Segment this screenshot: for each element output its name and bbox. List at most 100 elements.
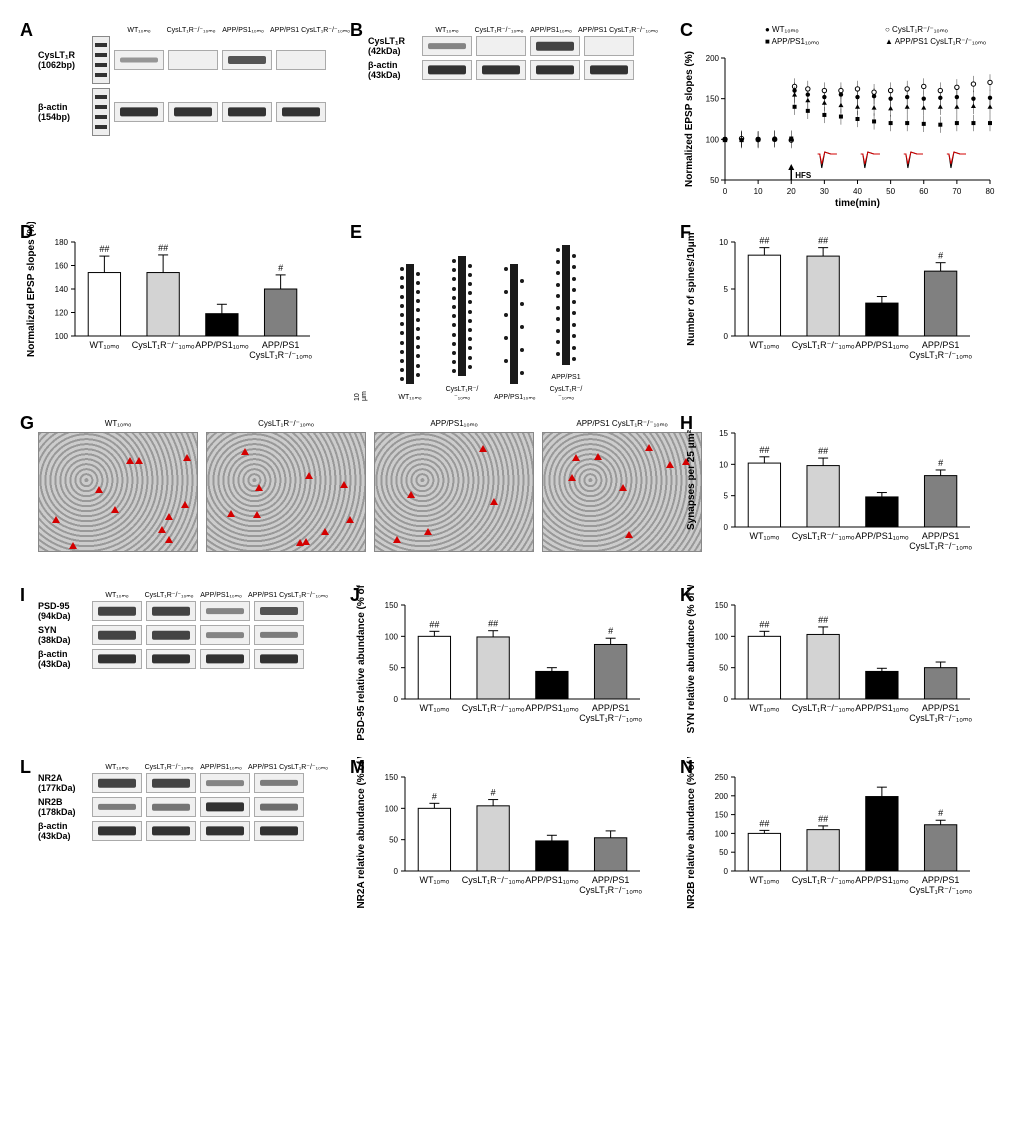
gel-col-label: APP/PS1 CysLT₁R⁻/⁻₁₀ₘₒ xyxy=(270,26,320,34)
gel-band xyxy=(530,36,580,56)
sig-mark: # xyxy=(432,791,437,801)
gel-band xyxy=(92,773,142,793)
sig-mark: ## xyxy=(488,619,498,629)
gel-band xyxy=(146,797,196,817)
bar xyxy=(748,463,780,527)
bar xyxy=(866,671,898,699)
xlabel: CysLT₁R⁻/⁻₁₀ₘₒ xyxy=(462,875,525,885)
ytick: 150 xyxy=(706,95,720,104)
ytick: 50 xyxy=(719,848,728,857)
gel-band xyxy=(200,821,250,841)
xlabel: time(min) xyxy=(835,198,880,209)
ladder xyxy=(92,88,110,136)
sig-mark: # xyxy=(278,263,283,273)
ytick: 200 xyxy=(706,54,720,63)
sig-mark: ## xyxy=(759,818,769,828)
ytick: 0 xyxy=(394,867,399,876)
ytick: 100 xyxy=(385,804,399,813)
xlabel: WT₁₀ₘₒ xyxy=(749,875,779,885)
ylabel: NR2B relative abundance (% of WT) xyxy=(686,757,697,909)
ytick: 50 xyxy=(389,836,398,845)
gel-band xyxy=(530,60,580,80)
panel-label-N: N xyxy=(680,757,693,778)
panel-label-D: D xyxy=(20,222,33,243)
gel-col-label: WT₁₀ₘₒ xyxy=(114,26,164,34)
bar-chart-F: 0510Number of spines/10μm##WT₁₀ₘₒ##CysLT… xyxy=(680,222,980,382)
marker xyxy=(888,106,893,111)
xtick: 50 xyxy=(886,187,895,196)
gel-row-label: CysLT₁R (1062bp) xyxy=(38,50,88,70)
legend-item: ■ APP/PS1₁₀ₘₒ xyxy=(765,37,819,46)
bar-chart-H: 051015Synapses per 25 μm²##WT₁₀ₘₒ##CysLT… xyxy=(680,413,980,573)
panel-label-K: K xyxy=(680,585,693,606)
ytick: 250 xyxy=(715,773,729,782)
xtick: 30 xyxy=(820,187,829,196)
sig-mark: # xyxy=(938,458,943,468)
xlabel: APP/PS1₁₀ₘₒ xyxy=(855,531,909,541)
panel-label-B: B xyxy=(350,20,363,41)
bar-chart-M: 050100150NR2A relative abundance (% of W… xyxy=(350,757,650,917)
gel-band xyxy=(114,50,164,70)
ytick: 150 xyxy=(715,601,729,610)
bar xyxy=(206,314,238,336)
panel-label-I: I xyxy=(20,585,25,606)
ytick: 100 xyxy=(715,829,729,838)
hfs-label: HFS xyxy=(795,171,812,180)
marker xyxy=(888,88,892,92)
gel-band xyxy=(254,649,304,669)
sig-mark: ## xyxy=(759,236,769,246)
marker xyxy=(805,98,810,103)
gel-band xyxy=(146,649,196,669)
xlabel: CysLT₁R⁻/⁻₁₀ₘₒ xyxy=(579,713,642,723)
marker xyxy=(855,87,859,91)
marker xyxy=(938,104,943,109)
ytick: 0 xyxy=(724,695,729,704)
xlabel: CysLT₁R⁻/⁻₁₀ₘₒ xyxy=(909,350,972,360)
xtick: 10 xyxy=(754,187,763,196)
marker xyxy=(822,88,826,92)
bar-chart-K: 050100150SYN relative abundance (% of WT… xyxy=(680,585,980,745)
marker xyxy=(872,90,876,94)
ytick: 0 xyxy=(724,867,729,876)
ladder xyxy=(92,36,110,84)
marker xyxy=(955,85,959,89)
sig-mark: ## xyxy=(158,243,168,253)
marker xyxy=(872,105,877,110)
ytick: 5 xyxy=(724,492,729,501)
gel-band xyxy=(254,625,304,645)
gel-band xyxy=(146,773,196,793)
sig-mark: # xyxy=(938,251,943,261)
xtick: 60 xyxy=(919,187,928,196)
xlabel: CysLT₁R⁻/⁻₁₀ₘₒ xyxy=(462,703,525,713)
xlabel: APP/PS1₁₀ₘₒ xyxy=(855,875,909,885)
gel-band xyxy=(92,601,142,621)
panel-label-C: C xyxy=(680,20,693,41)
xlabel: APP/PS1 xyxy=(922,340,960,350)
bar xyxy=(866,797,898,871)
xlabel: APP/PS1₁₀ₘₒ xyxy=(855,340,909,350)
dendrite-image xyxy=(494,259,534,389)
gel-band xyxy=(200,601,250,621)
ytick: 100 xyxy=(715,632,729,641)
sig-mark: ## xyxy=(99,244,109,254)
marker xyxy=(955,95,959,99)
xlabel: CysLT₁R⁻/⁻₁₀ₘₒ xyxy=(909,885,972,895)
em-label: APP/PS1₁₀ₘₒ xyxy=(430,419,477,428)
em-image xyxy=(206,432,366,552)
sig-mark: ## xyxy=(759,619,769,629)
gel-band xyxy=(254,797,304,817)
xlabel: CysLT₁R⁻/⁻₁₀ₘₒ xyxy=(792,340,855,350)
marker xyxy=(872,119,876,123)
bar xyxy=(536,671,568,699)
gel-band xyxy=(146,625,196,645)
ytick: 50 xyxy=(389,664,398,673)
marker xyxy=(971,103,976,108)
gel-band xyxy=(276,50,326,70)
ylabel: Number of spines/10μm xyxy=(686,232,697,345)
ytick: 140 xyxy=(55,285,69,294)
sig-mark: ## xyxy=(818,236,828,246)
gel-col-label: WT₁₀ₘₒ xyxy=(92,591,142,599)
dendrite-image xyxy=(390,259,430,389)
marker xyxy=(793,105,797,109)
marker xyxy=(855,104,860,109)
